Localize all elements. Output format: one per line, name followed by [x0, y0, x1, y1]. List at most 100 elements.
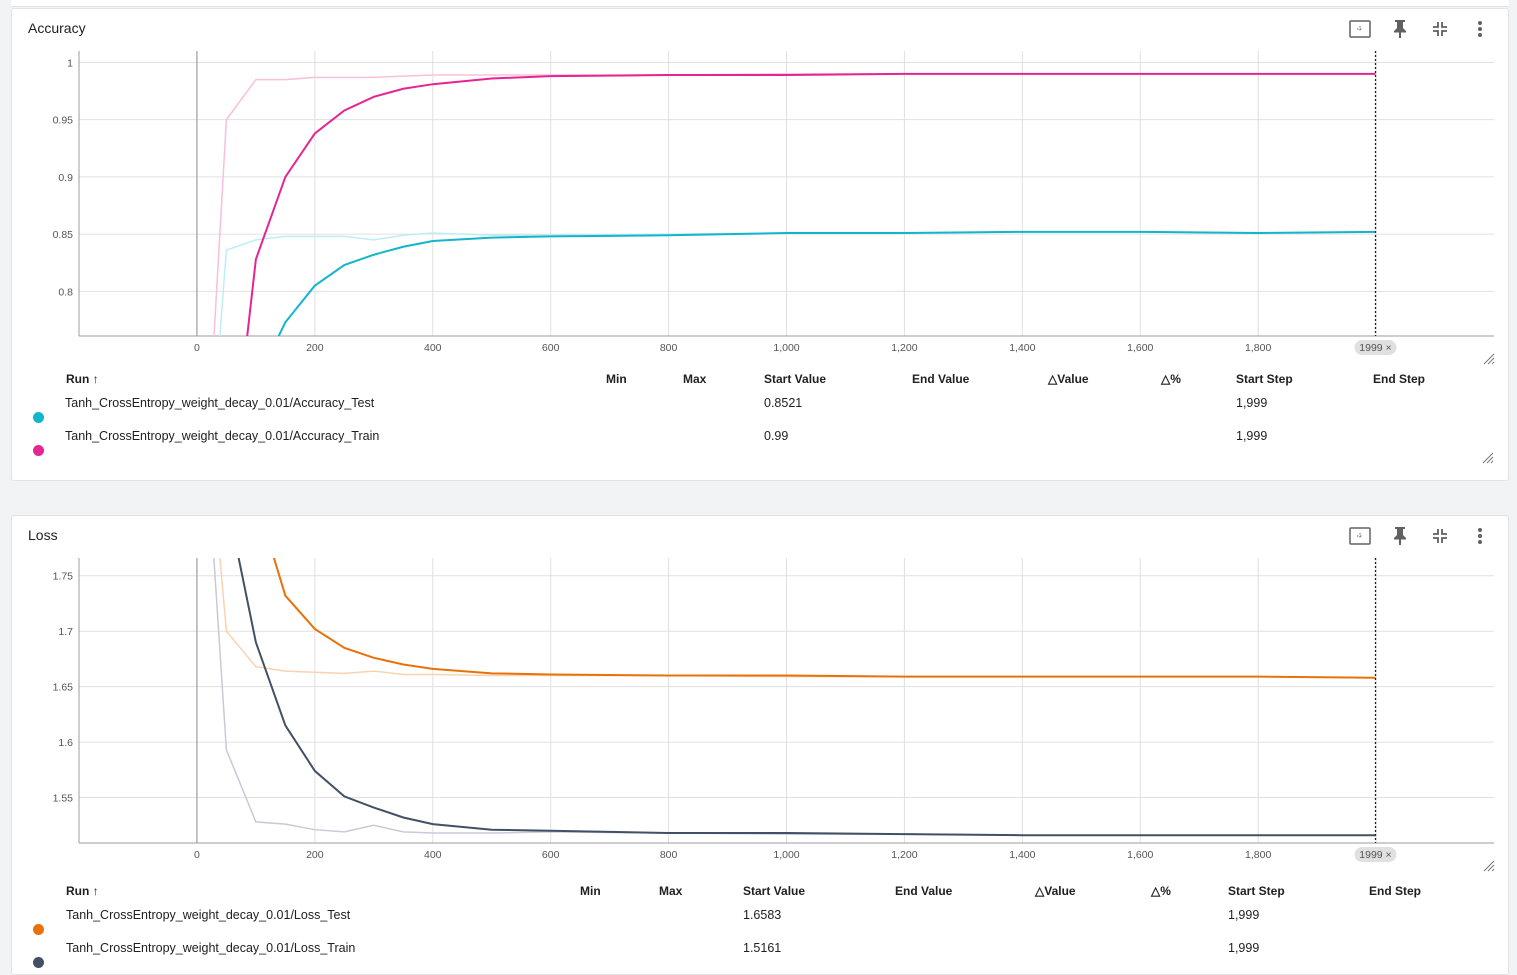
series-smoothed-line: [237, 558, 1376, 837]
y-tick-label: 1.65: [53, 682, 74, 694]
x-tick-label: 1,400: [1009, 849, 1035, 861]
x-tick-label: 200: [306, 342, 324, 354]
x-tick-label: 0: [194, 849, 200, 861]
x-tick-label: 800: [660, 342, 678, 354]
collapse-button[interactable]: [1420, 18, 1460, 40]
col-min[interactable]: Min: [580, 884, 601, 898]
col-end-step[interactable]: End Step: [1369, 884, 1422, 898]
y-tick-label: 0.85: [53, 229, 74, 241]
col-max[interactable]: Max: [659, 884, 683, 898]
series-color-dot: [33, 924, 44, 935]
col-start-value[interactable]: Start Value: [743, 884, 806, 898]
col-delta-pct[interactable]: △%: [1151, 884, 1171, 898]
pin-button[interactable]: [1380, 18, 1420, 40]
series-color-dot: [33, 412, 44, 423]
step-cursor-chip[interactable]: 1999 ×: [1354, 340, 1397, 355]
series-smoothed-line: [272, 558, 1376, 679]
loss-chart[interactable]: 0 200 400 600 800 1,000 1,200 1,400 1,600 1,800 1.…: [12, 516, 1508, 876]
x-tick-label: 1,800: [1245, 342, 1271, 354]
col-start-value[interactable]: Start Value: [764, 372, 827, 386]
x-tick-label: 1,000: [773, 849, 799, 861]
col-min[interactable]: Min: [606, 372, 627, 386]
col-run[interactable]: Run ↑: [66, 884, 99, 898]
col-end-value[interactable]: End Value: [895, 884, 953, 898]
table-resize-handle[interactable]: [1482, 452, 1494, 464]
col-run[interactable]: Run ↑: [66, 372, 99, 386]
loss-card: Loss 0 200 400 600 800 1,000 1,200 1,400 1,600 1,…: [11, 515, 1509, 975]
series-smoothed-line: [246, 72, 1376, 336]
chart-resize-handle[interactable]: [1483, 353, 1495, 365]
run-name: Tanh_CrossEntropy_weight_decay_0.01/Loss…: [66, 908, 351, 922]
card-toolbar: [1340, 18, 1500, 40]
step-cursor-chip-bg: [1354, 340, 1397, 355]
col-start-step[interactable]: Start Step: [1236, 372, 1293, 386]
more-options-button[interactable]: [1460, 18, 1500, 40]
x-tick-label: 600: [542, 342, 560, 354]
y-tick-label: 0.8: [58, 286, 73, 298]
card-title: Accuracy: [28, 20, 86, 36]
y-tick-label: 1.55: [53, 793, 74, 805]
collapse-button[interactable]: [1420, 525, 1460, 547]
x-tick-label: 400: [424, 342, 442, 354]
run-name: Tanh_CrossEntropy_weight_decay_0.01/Accu…: [65, 396, 375, 410]
start-value: 0.99: [764, 429, 789, 443]
run-name: Tanh_CrossEntropy_weight_decay_0.01/Loss…: [66, 941, 356, 955]
chart-resize-handle[interactable]: [1483, 860, 1495, 872]
x-tick-label: 400: [424, 849, 442, 861]
x-tick-label: 1,600: [1127, 849, 1153, 861]
col-end-value[interactable]: End Value: [912, 372, 970, 386]
start-step: 1,999: [1228, 908, 1260, 922]
y-tick-label: 1.6: [58, 737, 73, 749]
accuracy-chart[interactable]: 0 200 400 600 800 1,000 1,200 1,400 1,600 1,800 0.…: [12, 9, 1508, 369]
y-tick-label: 0.95: [53, 115, 74, 127]
step-cursor-label: 1999 ×: [1359, 849, 1391, 861]
fit-to-data-icon: [1349, 527, 1371, 545]
series-color-dot: [33, 445, 44, 456]
x-tick-label: 1,000: [773, 342, 799, 354]
y-tick-label: 0.9: [58, 172, 73, 184]
more-options-button[interactable]: [1460, 525, 1500, 547]
x-tick-label: 1,800: [1245, 849, 1271, 861]
x-tick-label: 1,400: [1009, 342, 1035, 354]
col-delta-value[interactable]: △Value: [1048, 372, 1089, 386]
card-toolbar: [1340, 525, 1500, 547]
x-tick-label: 600: [542, 849, 560, 861]
y-tick-label: 1.75: [53, 571, 74, 583]
collapse-icon: [1433, 529, 1447, 543]
fit-to-data-icon: [1349, 20, 1371, 38]
pin-button[interactable]: [1380, 525, 1420, 547]
y-tick-label: 1.7: [58, 626, 73, 638]
col-delta-pct[interactable]: △%: [1161, 372, 1181, 386]
col-max[interactable]: Max: [683, 372, 707, 386]
plot-area: [213, 72, 1376, 336]
x-tick-label: 1,600: [1127, 342, 1153, 354]
start-value: 1.5161: [743, 941, 782, 955]
x-tick-label: 1,200: [891, 342, 917, 354]
more-vert-icon: [1478, 528, 1482, 544]
previous-card-edge: [11, 0, 1509, 7]
pin-icon: [1394, 527, 1406, 545]
accuracy-card: Accuracy 0 200 400 600 800 1,000 1,200 1,400 1,6…: [11, 8, 1509, 481]
card-title: Loss: [28, 527, 58, 543]
x-tick-label: 1,200: [891, 849, 917, 861]
series-color-dot: [33, 957, 44, 968]
collapse-icon: [1433, 22, 1447, 36]
x-tick-label: 0: [194, 342, 200, 354]
pin-icon: [1394, 20, 1406, 38]
col-delta-value[interactable]: △Value: [1035, 884, 1076, 898]
start-value: 1.6583: [743, 908, 782, 922]
start-step: 1,999: [1236, 429, 1268, 443]
start-value: 0.8521: [764, 396, 803, 410]
fit-to-data-button[interactable]: [1340, 18, 1380, 40]
run-name: Tanh_CrossEntropy_weight_decay_0.01/Accu…: [65, 429, 380, 443]
step-cursor-chip-bg: [1354, 847, 1397, 862]
x-tick-label: 200: [306, 849, 324, 861]
fit-to-data-button[interactable]: [1340, 525, 1380, 547]
start-step: 1,999: [1236, 396, 1268, 410]
col-start-step[interactable]: Start Step: [1228, 884, 1285, 898]
plot-area: [213, 558, 1376, 837]
step-cursor-chip[interactable]: 1999 ×: [1354, 847, 1397, 862]
col-end-step[interactable]: End Step: [1373, 372, 1426, 386]
start-step: 1,999: [1228, 941, 1260, 955]
x-tick-label: 800: [660, 849, 678, 861]
